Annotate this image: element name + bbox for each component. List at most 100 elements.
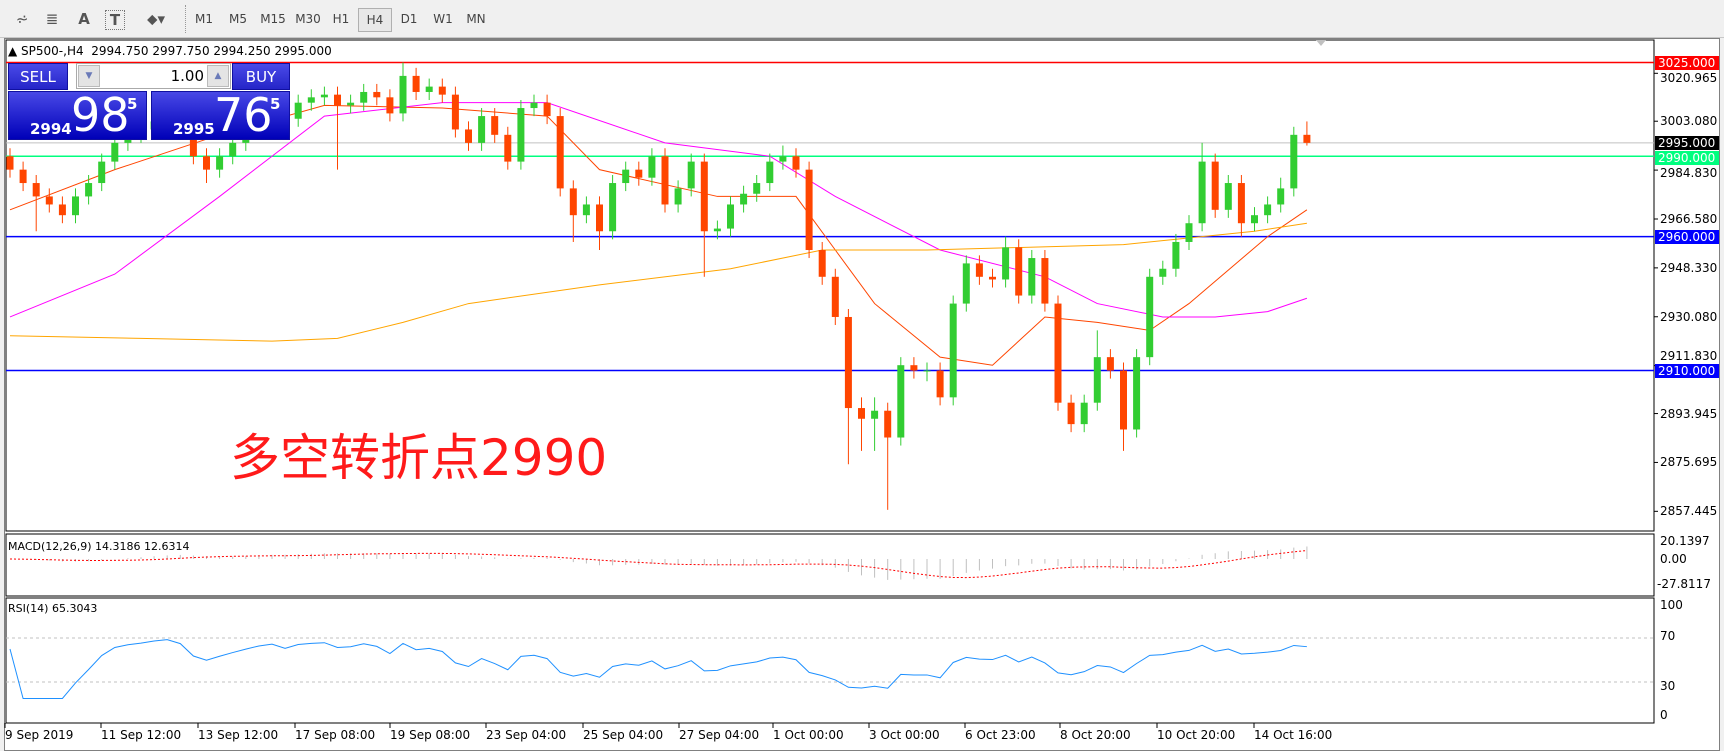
text-icon[interactable]: A (78, 10, 90, 28)
candle-body (412, 75, 420, 92)
candle-body (465, 129, 472, 143)
one-click-trading-panel: SELL ▼ 1.00 ▲ BUY 2994 98 5 2995 76 5 (8, 63, 290, 142)
price-axis-label: 2930.080 (1660, 309, 1718, 324)
tf-mn-button[interactable]: MN (466, 12, 486, 26)
candle-body (1185, 223, 1193, 242)
candle-body (360, 91, 368, 103)
price-axis-label: 2911.830 (1660, 348, 1718, 363)
candle-body (1106, 357, 1114, 371)
candle-body (1015, 247, 1023, 296)
candle-body (884, 410, 892, 438)
candle-body (753, 183, 761, 194)
tf-m5-button[interactable]: M5 (229, 12, 247, 26)
candle-body (910, 365, 918, 371)
sell-price-box[interactable]: 2994 98 5 (8, 88, 147, 142)
candle-body (740, 193, 748, 205)
price-axis-label: 2966.580 (1660, 211, 1718, 226)
rsi-axis-0: 0 (1660, 708, 1668, 722)
candle-body (989, 276, 996, 280)
tf-h4-button[interactable]: H4 (358, 8, 392, 32)
tf-m30-button[interactable]: M30 (295, 12, 321, 26)
tf-m1-button[interactable]: M1 (195, 12, 213, 26)
candle-body (373, 91, 381, 98)
macd-pane (5, 533, 1655, 597)
buy-price-box[interactable]: 2995 76 5 (151, 88, 290, 142)
time-label: 27 Sep 04:00 (679, 728, 760, 742)
price-axis-label: 2857.445 (1660, 504, 1718, 519)
time-label: 6 Oct 23:00 (965, 728, 1036, 742)
time-label: 11 Sep 12:00 (101, 728, 182, 742)
buy-price-big: 76 (214, 88, 273, 142)
candle-body (609, 183, 617, 232)
text-label-icon[interactable]: T (105, 10, 125, 30)
fibonacci-icon[interactable]: ≣ (45, 10, 59, 28)
lot-decrease-button[interactable]: ▼ (78, 65, 100, 87)
candle-body (451, 94, 459, 130)
time-label: 9 Sep 2019 (5, 728, 74, 742)
elliott-wave-icon[interactable]: ⩫ (15, 10, 29, 28)
candle-body (1002, 247, 1010, 280)
tf-w1-button[interactable]: W1 (433, 12, 453, 26)
candle-body (334, 94, 341, 106)
candle-body (189, 124, 197, 157)
candle-body (936, 370, 944, 398)
lot-input[interactable]: 1.00 (170, 67, 204, 85)
candle-body (98, 161, 106, 184)
sell-button[interactable]: SELL (8, 63, 68, 90)
candle-body (1146, 276, 1154, 358)
candle-body (1159, 268, 1167, 277)
candle-body (399, 75, 407, 114)
candle-body (569, 188, 577, 216)
candle-body (32, 183, 40, 197)
sell-price-prefix: 2994 (30, 120, 72, 138)
candle-body (648, 156, 656, 178)
candle-body (438, 86, 446, 95)
toolbar: ⩫ ≣ A T ⬥▾ M1 M5 M15 M30 H1 H4 D1 W1 MN (0, 0, 1724, 38)
candle-body (844, 316, 852, 409)
time-label: 17 Sep 08:00 (295, 728, 376, 742)
candle-body (975, 263, 983, 277)
candle-body (19, 169, 27, 184)
sell-price-sup: 5 (127, 95, 138, 113)
candle-body (779, 156, 787, 162)
lot-stepper[interactable]: ▼ 1.00 ▲ (76, 63, 231, 89)
tf-d1-button[interactable]: D1 (400, 12, 418, 26)
tf-m15-button[interactable]: M15 (260, 12, 286, 26)
lot-increase-button[interactable]: ▲ (207, 65, 229, 87)
candle-body (700, 161, 708, 232)
level-price-label: 2910.000 (1655, 363, 1719, 378)
candle-body (307, 97, 315, 103)
buy-button[interactable]: BUY (232, 63, 290, 90)
sell-price-big: 98 (71, 88, 130, 142)
macd-axis-max: 20.1397 (1660, 534, 1710, 548)
candle-body (1067, 402, 1075, 425)
candle-body (556, 116, 564, 189)
price-axis-label: 2984.830 (1660, 165, 1718, 180)
candle-body (897, 365, 905, 438)
price-axis-label: 3020.965 (1660, 70, 1718, 85)
tf-h1-button[interactable]: H1 (332, 12, 350, 26)
rsi-label: RSI(14) 65.3043 (8, 602, 98, 615)
arrows-icon[interactable]: ⬥▾ (146, 10, 166, 28)
candle-body (923, 370, 931, 372)
candle-body (1237, 183, 1245, 224)
candle-body (478, 116, 486, 143)
chart-shift-marker-icon (1316, 40, 1326, 46)
candle-body (294, 102, 302, 119)
macd-signal-line (9, 550, 1307, 579)
candle-body (504, 134, 512, 162)
candle-body (1264, 204, 1272, 216)
chart-header: ▲ SP500-,H4 2994.750 2997.750 2994.250 2… (8, 44, 332, 58)
price-axis-label: 3003.080 (1660, 114, 1718, 129)
candle-body (229, 142, 237, 157)
time-label: 13 Sep 12:00 (198, 728, 279, 742)
time-label: 3 Oct 00:00 (869, 728, 940, 742)
candle-body (871, 410, 879, 419)
collapse-triangle-icon[interactable]: ▲ (8, 44, 22, 58)
candle-body (216, 156, 224, 170)
candle-body (1054, 303, 1062, 403)
candle-body (1251, 215, 1258, 224)
price-axis-label: 2893.945 (1660, 406, 1718, 421)
candle-body (347, 102, 355, 106)
